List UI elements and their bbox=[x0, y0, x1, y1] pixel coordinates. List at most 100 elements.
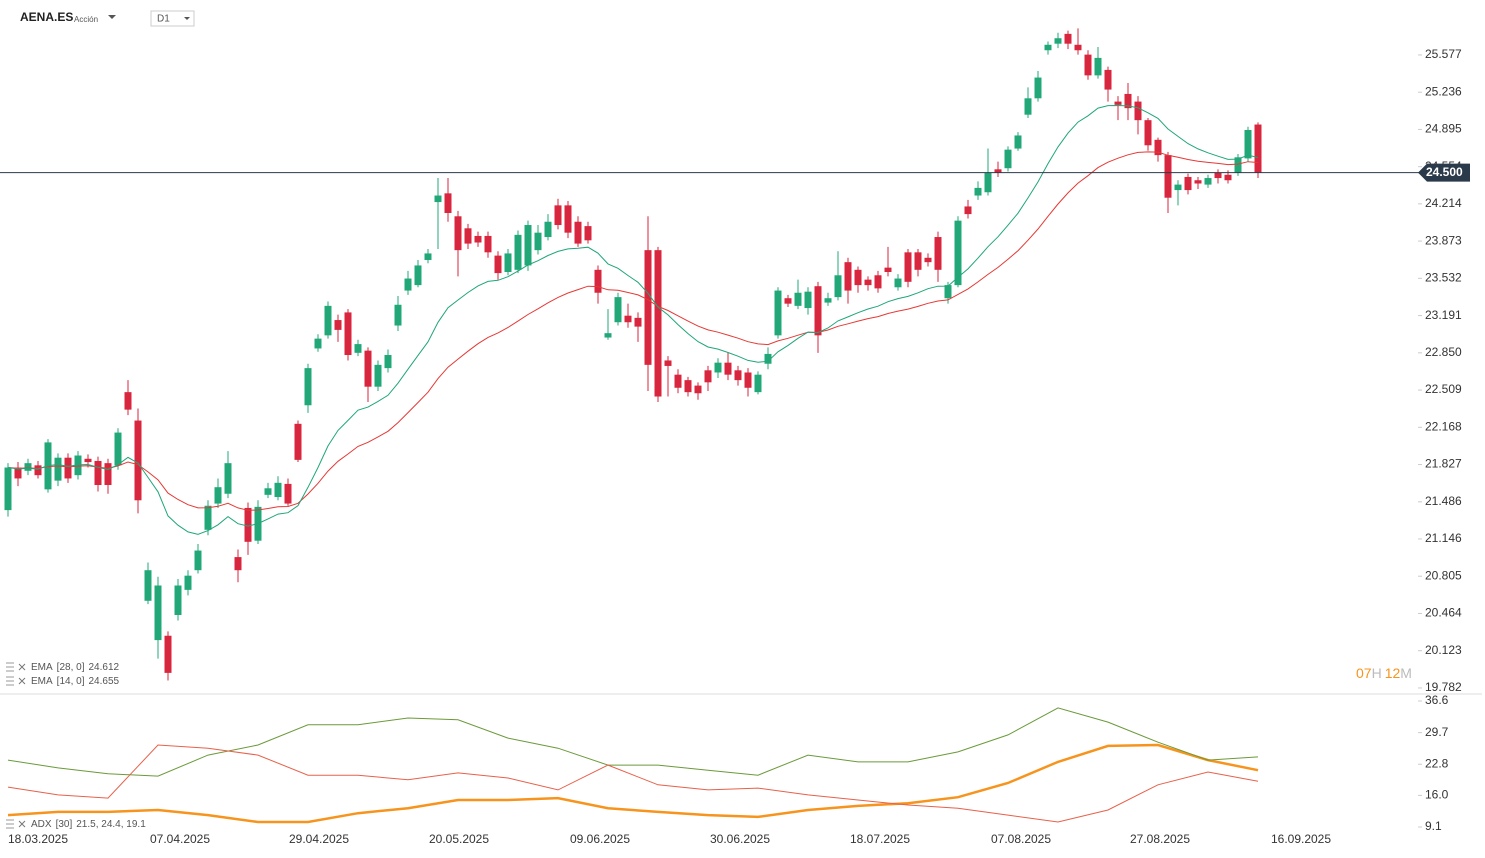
adx-line bbox=[7, 707, 1259, 777]
candle-body bbox=[1024, 98, 1032, 115]
adx-legend: ADX [30] 21.5, 24.4, 19.1 bbox=[31, 819, 146, 830]
candle-body bbox=[1094, 57, 1102, 76]
legend-menu-icon bbox=[6, 662, 14, 672]
candle-body bbox=[664, 360, 672, 366]
candle-body bbox=[584, 226, 592, 241]
y2-tick-label: 29.7 bbox=[1425, 725, 1449, 739]
legend-close-icon bbox=[18, 820, 26, 828]
candle-body bbox=[724, 362, 732, 375]
candle-body bbox=[854, 269, 862, 286]
candle-body bbox=[1104, 69, 1112, 90]
timer-h: H bbox=[1372, 665, 1382, 681]
timer-m: M bbox=[1400, 665, 1412, 681]
candle-body bbox=[434, 195, 442, 203]
candle-body bbox=[214, 487, 222, 504]
y-tick-label: 21.486 bbox=[1425, 494, 1462, 508]
candle-body bbox=[964, 206, 972, 215]
candle-body bbox=[824, 298, 832, 303]
x-tick-label: 27.08.2025 bbox=[1130, 832, 1190, 846]
candle-body bbox=[644, 250, 652, 365]
adx-values: 21.5, 24.4, 19.1 bbox=[76, 819, 146, 830]
candle-body bbox=[224, 463, 232, 494]
candle-body bbox=[64, 457, 72, 479]
candle-body bbox=[874, 275, 882, 289]
timer-hours: 07 bbox=[1356, 665, 1372, 681]
candle-body bbox=[54, 457, 62, 481]
candle-body bbox=[994, 169, 1002, 173]
candle-body bbox=[944, 285, 952, 299]
symbol-dropdown[interactable] bbox=[108, 15, 116, 19]
candle-body bbox=[454, 216, 462, 251]
candle-body bbox=[184, 575, 192, 590]
ema14-name: EMA bbox=[31, 676, 53, 687]
candle-body bbox=[104, 463, 112, 486]
candle-body bbox=[884, 267, 892, 272]
candle-body bbox=[524, 225, 532, 266]
timeframe-select[interactable] bbox=[150, 10, 195, 27]
candle-body bbox=[564, 205, 572, 233]
candle-body bbox=[354, 344, 362, 353]
legend-menu-icon bbox=[6, 676, 14, 686]
x-tick-label: 09.06.2025 bbox=[570, 832, 630, 846]
adx-line bbox=[7, 743, 1259, 824]
candle-body bbox=[864, 279, 872, 286]
candle-body bbox=[284, 483, 292, 504]
candle-body bbox=[674, 374, 682, 388]
candle-body bbox=[1064, 33, 1072, 44]
candle-body bbox=[1134, 101, 1142, 121]
candle-body bbox=[364, 350, 372, 387]
candle-body bbox=[234, 557, 242, 571]
candle-body bbox=[494, 255, 502, 274]
candle-body bbox=[414, 265, 422, 286]
y-tick-label: 22.850 bbox=[1425, 345, 1462, 359]
candle-body bbox=[914, 252, 922, 270]
candle-body bbox=[334, 320, 342, 330]
candle-body bbox=[1014, 135, 1022, 149]
candle-body bbox=[614, 297, 622, 323]
legend-close-icon bbox=[18, 677, 26, 685]
last-price-label: 24.500 bbox=[1426, 165, 1463, 179]
ema28-name: EMA bbox=[31, 662, 53, 673]
ema14-params: [14, 0] bbox=[57, 676, 85, 687]
candle-body bbox=[784, 298, 792, 304]
symbol[interactable]: AENA.ES bbox=[20, 10, 73, 24]
candle-body bbox=[734, 370, 742, 381]
candle-body bbox=[294, 423, 302, 460]
y-tick-label: 21.146 bbox=[1425, 531, 1462, 545]
candle-body bbox=[654, 250, 662, 397]
candle-body bbox=[204, 505, 212, 530]
candle-body bbox=[624, 315, 632, 323]
candle-body bbox=[924, 257, 932, 263]
candle-body bbox=[1044, 44, 1052, 51]
timer: 07H 12M bbox=[1356, 665, 1412, 681]
candle-body bbox=[544, 221, 552, 238]
timer-minutes: 12 bbox=[1385, 665, 1401, 681]
candle-body bbox=[344, 312, 352, 356]
x-tick-label: 16.09.2025 bbox=[1271, 832, 1331, 846]
candle-body bbox=[314, 338, 322, 349]
ema14-value: 24.655 bbox=[88, 676, 119, 687]
candle-body bbox=[374, 364, 382, 387]
adx-line bbox=[7, 744, 1259, 823]
y2-tick-label: 16.0 bbox=[1425, 788, 1449, 802]
candle-body bbox=[394, 304, 402, 326]
y-tick-label: 20.464 bbox=[1425, 606, 1462, 620]
candle-body bbox=[84, 458, 92, 463]
candle-body bbox=[424, 253, 432, 260]
candle-body bbox=[94, 460, 102, 486]
timeframe: D1 bbox=[157, 14, 170, 25]
y-tick-label: 24.214 bbox=[1425, 196, 1462, 210]
adx-params: [30] bbox=[56, 819, 73, 830]
candle-body bbox=[694, 385, 702, 394]
candle-body bbox=[554, 205, 562, 226]
indicator-legend: EMA [28, 0] 24.612 bbox=[31, 662, 120, 673]
y2-tick-label: 9.1 bbox=[1425, 819, 1442, 833]
candle-body bbox=[594, 269, 602, 293]
instrument-kind: Acción bbox=[74, 15, 98, 24]
candle-body bbox=[1254, 124, 1262, 173]
candle-body bbox=[24, 463, 32, 471]
candle-body bbox=[1074, 44, 1082, 51]
candle-body bbox=[1164, 155, 1172, 198]
x-tick-label: 29.04.2025 bbox=[289, 832, 349, 846]
